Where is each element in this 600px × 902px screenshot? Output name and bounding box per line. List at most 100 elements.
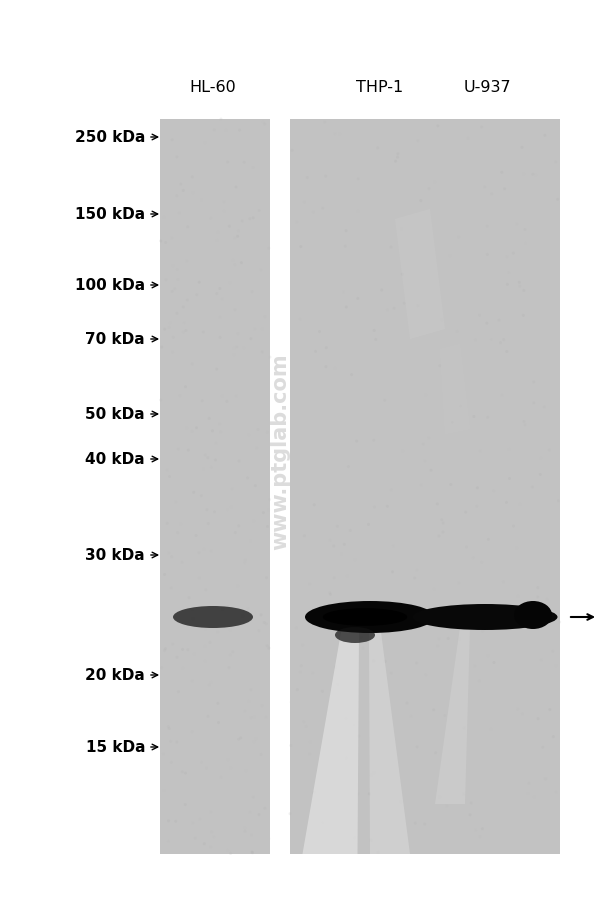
Circle shape [361, 648, 364, 650]
Circle shape [191, 731, 194, 733]
Circle shape [520, 815, 523, 819]
Circle shape [207, 522, 210, 526]
Circle shape [505, 256, 508, 259]
Circle shape [221, 395, 224, 398]
Circle shape [238, 384, 241, 388]
Circle shape [329, 539, 332, 542]
Circle shape [214, 694, 217, 697]
Circle shape [253, 328, 256, 331]
Circle shape [344, 245, 347, 248]
Circle shape [436, 503, 439, 506]
Circle shape [201, 400, 204, 403]
Circle shape [210, 831, 213, 833]
Circle shape [506, 283, 509, 287]
Circle shape [202, 331, 205, 334]
Text: THP-1: THP-1 [356, 80, 404, 95]
Circle shape [159, 240, 162, 244]
Circle shape [242, 347, 245, 350]
Circle shape [415, 662, 418, 665]
Circle shape [372, 659, 375, 663]
Circle shape [436, 645, 439, 648]
Circle shape [231, 488, 234, 491]
Circle shape [265, 716, 268, 719]
Circle shape [518, 285, 521, 289]
Circle shape [204, 645, 207, 649]
Circle shape [163, 649, 166, 652]
Circle shape [532, 173, 535, 177]
Circle shape [235, 346, 238, 349]
Circle shape [175, 195, 178, 198]
Circle shape [422, 443, 425, 446]
Circle shape [373, 329, 376, 333]
Circle shape [400, 800, 403, 804]
Circle shape [233, 237, 236, 241]
Circle shape [212, 835, 215, 838]
Circle shape [522, 315, 525, 318]
Circle shape [299, 318, 302, 321]
Circle shape [356, 298, 359, 300]
Circle shape [308, 752, 311, 756]
Circle shape [209, 217, 212, 221]
Circle shape [237, 525, 240, 528]
Circle shape [226, 605, 229, 608]
Circle shape [527, 608, 530, 611]
Circle shape [544, 134, 547, 138]
Circle shape [403, 302, 406, 306]
Circle shape [226, 400, 229, 403]
Circle shape [323, 795, 326, 798]
Circle shape [252, 520, 255, 523]
Circle shape [182, 306, 185, 309]
Circle shape [215, 293, 218, 296]
Circle shape [314, 351, 317, 354]
Circle shape [520, 147, 523, 150]
Circle shape [197, 552, 200, 555]
Circle shape [163, 789, 166, 792]
Circle shape [175, 156, 178, 160]
Circle shape [324, 175, 327, 179]
Circle shape [318, 331, 321, 334]
Circle shape [251, 167, 254, 170]
Circle shape [424, 460, 427, 463]
Circle shape [191, 363, 194, 366]
Circle shape [505, 351, 508, 354]
Circle shape [234, 531, 237, 535]
Circle shape [490, 338, 493, 342]
Circle shape [465, 546, 468, 548]
Circle shape [373, 506, 376, 509]
Circle shape [321, 822, 324, 824]
Circle shape [264, 529, 267, 533]
Circle shape [333, 133, 336, 136]
Circle shape [548, 666, 551, 669]
Circle shape [243, 826, 246, 829]
Circle shape [208, 418, 211, 420]
Circle shape [263, 124, 266, 126]
Circle shape [394, 161, 397, 163]
Circle shape [244, 559, 247, 562]
Circle shape [355, 688, 358, 691]
Circle shape [463, 727, 466, 730]
Circle shape [164, 648, 167, 650]
Circle shape [204, 660, 207, 663]
Circle shape [442, 522, 445, 525]
Circle shape [213, 129, 216, 133]
Circle shape [241, 220, 244, 223]
Circle shape [332, 576, 335, 580]
Circle shape [177, 690, 180, 694]
Circle shape [361, 621, 364, 623]
Circle shape [524, 239, 527, 242]
Circle shape [238, 130, 241, 133]
Circle shape [392, 545, 395, 548]
Circle shape [548, 449, 551, 452]
Circle shape [244, 830, 247, 833]
Text: U-937: U-937 [463, 80, 511, 95]
Circle shape [376, 147, 379, 151]
Circle shape [195, 294, 198, 297]
Circle shape [236, 469, 239, 473]
Circle shape [173, 288, 176, 290]
Circle shape [251, 851, 254, 854]
Circle shape [370, 839, 373, 842]
Circle shape [515, 224, 518, 226]
Circle shape [217, 193, 220, 196]
Circle shape [415, 569, 418, 572]
Circle shape [443, 714, 446, 717]
